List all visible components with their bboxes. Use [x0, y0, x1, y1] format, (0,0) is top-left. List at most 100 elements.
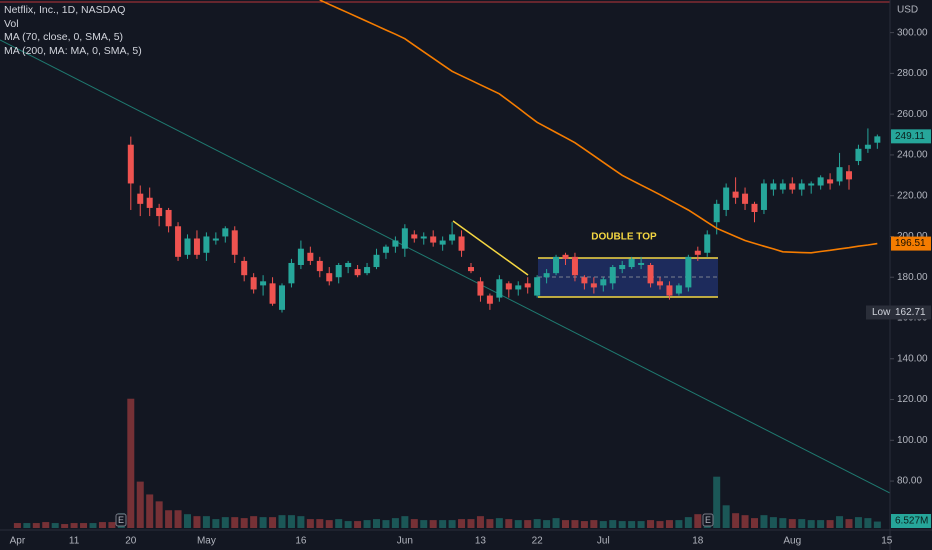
candle-body	[231, 230, 238, 255]
volume-bar	[32, 523, 40, 528]
volume-bar	[486, 519, 494, 528]
candle-body	[373, 254, 380, 268]
volume-bar	[240, 518, 248, 528]
candle-body	[713, 203, 720, 223]
volume-bar	[628, 521, 636, 528]
volume-bar	[505, 519, 513, 528]
volume-bar	[609, 520, 617, 528]
trend-line	[0, 39, 891, 494]
volume-bar	[382, 520, 390, 528]
volume-bar	[155, 501, 163, 528]
x-tick-label: Apr	[10, 536, 26, 547]
volume-bar	[429, 520, 437, 528]
candle-body	[430, 236, 437, 243]
volume-bar	[836, 516, 844, 528]
y-tick-label: 100.00	[897, 435, 928, 446]
volume-bar	[259, 517, 267, 528]
candle-body	[193, 238, 200, 255]
low-tag-box	[866, 305, 891, 320]
y-tick-label: 80.00	[897, 476, 922, 487]
candle-body	[354, 269, 361, 276]
indicator-label: Vol	[4, 18, 19, 30]
volume-bar	[420, 520, 428, 528]
candle-body	[553, 256, 560, 274]
earnings-label: E	[705, 515, 711, 525]
x-tick-label: 20	[125, 536, 137, 547]
candle-body	[817, 177, 824, 186]
x-tick-label: 22	[532, 536, 544, 547]
candle-body	[723, 187, 730, 210]
candle-body	[137, 193, 144, 204]
candle-body	[203, 236, 210, 253]
volume-bar	[760, 515, 768, 528]
last-price-box	[891, 129, 931, 144]
volume-bar	[108, 522, 116, 528]
volume-bar	[524, 520, 532, 528]
candle-body	[685, 256, 692, 288]
x-tick-label: May	[197, 536, 216, 547]
volume-bar	[675, 520, 683, 528]
x-tick-label: Aug	[783, 536, 801, 547]
candle-body	[647, 265, 654, 284]
volume-bar	[13, 523, 21, 528]
candle-body	[486, 295, 493, 304]
x-tick-label: 18	[692, 536, 704, 547]
candle-body	[562, 254, 569, 259]
volume-bar	[221, 517, 229, 528]
candle-body	[439, 240, 446, 245]
volume-box	[891, 514, 931, 528]
candle-body	[628, 258, 635, 268]
x-tick-label: Jul	[597, 536, 610, 547]
volume-bar	[42, 522, 50, 528]
candle-body	[297, 248, 304, 265]
moving-average	[319, 0, 878, 254]
candle-body	[335, 265, 342, 278]
candle-body	[808, 183, 815, 186]
candle-body	[827, 179, 834, 184]
ma-value-box	[891, 236, 931, 251]
candle-body	[364, 267, 371, 274]
candle-body	[316, 260, 323, 272]
volume-bar	[798, 519, 806, 528]
candle-body	[307, 252, 314, 261]
candle-body	[392, 240, 399, 247]
candle-body	[751, 203, 758, 212]
low-value: 162.71	[895, 307, 926, 318]
x-tick-label: 13	[475, 536, 487, 547]
volume-bar	[788, 519, 796, 528]
indicator-label: MA (200, MA: MA, 0, SMA, 5)	[4, 45, 142, 57]
candle-body	[657, 281, 663, 286]
volume-bar	[476, 516, 484, 528]
volume-bar	[495, 518, 503, 528]
candle-body	[524, 283, 531, 288]
candle-body	[175, 226, 182, 257]
volume-bar	[212, 519, 220, 528]
candle-body	[609, 267, 616, 284]
y-tick-label: 300.00	[897, 27, 928, 38]
y-tick-label: 140.00	[897, 353, 928, 364]
candle-body	[146, 197, 153, 208]
candle-body	[449, 234, 456, 241]
volume-bar	[732, 513, 740, 528]
candle-body	[638, 262, 645, 265]
volume-bar	[80, 523, 88, 528]
volume-bar	[51, 523, 59, 528]
candle-body	[250, 277, 257, 290]
volume-bar	[817, 520, 825, 528]
volume-bar	[165, 510, 173, 528]
volume-bar	[864, 518, 872, 528]
candle-body	[600, 279, 607, 286]
candle-body	[165, 209, 172, 227]
candle-body	[496, 279, 503, 298]
volume-bar	[335, 519, 343, 528]
volume-bar	[306, 519, 314, 528]
volume-bar	[713, 476, 721, 528]
candle-body	[874, 136, 881, 143]
y-tick-label: 180.00	[897, 272, 928, 283]
candle-body	[458, 236, 465, 251]
volume-bar	[458, 519, 466, 528]
volume-bar	[89, 523, 97, 528]
candle-body	[666, 285, 673, 296]
volume-bar	[146, 494, 154, 528]
